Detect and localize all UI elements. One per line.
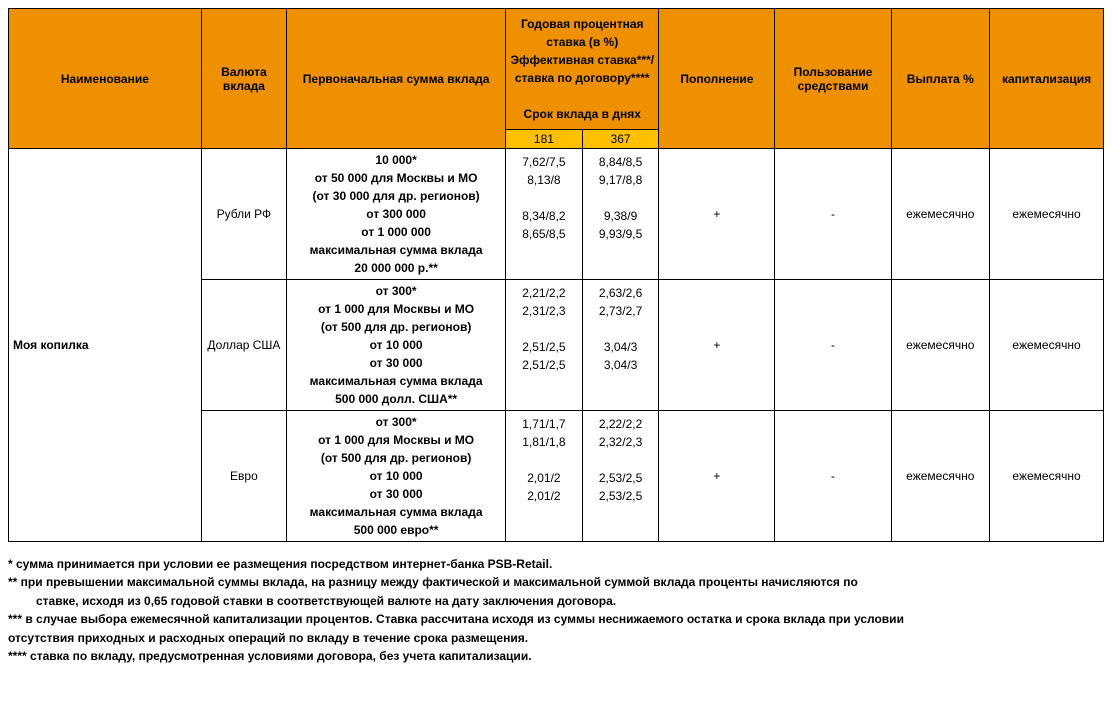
cell-cap: ежемесячно <box>990 280 1104 411</box>
cell-withdrawal: - <box>775 149 891 280</box>
footnote-3a: *** в случае выбора ежемесячной капитали… <box>8 611 1104 628</box>
cell-payout: ежемесячно <box>891 280 990 411</box>
col-currency: Валюта вклада <box>201 9 286 149</box>
footnote-1: * сумма принимается при условии ее разме… <box>8 556 1104 573</box>
product-name: Моя копилка <box>9 149 202 542</box>
cell-withdrawal: - <box>775 280 891 411</box>
cell-rate-181: 2,21/2,2 2,31/2,3 2,51/2,5 2,51/2,5 <box>506 280 583 411</box>
cell-withdrawal: - <box>775 411 891 542</box>
cell-cap: ежемесячно <box>990 149 1104 280</box>
col-topup: Пополнение <box>659 9 775 149</box>
col-withdrawal: Пользование средствами <box>775 9 891 149</box>
table-row: Моя копилка Рубли РФ 10 000* от 50 000 д… <box>9 149 1104 280</box>
cell-payout: ежемесячно <box>891 411 990 542</box>
cell-rate-367: 8,84/8,5 9,17/8,8 9,38/9 9,93/9,5 <box>582 149 659 280</box>
cell-cap: ежемесячно <box>990 411 1104 542</box>
col-payout: Выплата % <box>891 9 990 149</box>
header-row: Наименование Валюта вклада Первоначальна… <box>9 9 1104 130</box>
col-cap: капитализация <box>990 9 1104 149</box>
cell-initial: 10 000* от 50 000 для Москвы и МО (от 30… <box>287 149 506 280</box>
deposit-table: Наименование Валюта вклада Первоначальна… <box>8 8 1104 542</box>
cell-rate-181: 7,62/7,5 8,13/8 8,34/8,2 8,65/8,5 <box>506 149 583 280</box>
footnote-4: **** ставка по вкладу, предусмотренная у… <box>8 648 1104 665</box>
col-name: Наименование <box>9 9 202 149</box>
cell-topup: + <box>659 280 775 411</box>
col-rate: Годовая процентная ставка (в %) Эффектив… <box>506 9 659 130</box>
cell-topup: + <box>659 149 775 280</box>
cell-currency: Евро <box>201 411 286 542</box>
cell-payout: ежемесячно <box>891 149 990 280</box>
cell-rate-181: 1,71/1,7 1,81/1,8 2,01/2 2,01/2 <box>506 411 583 542</box>
col-initial: Первоначальная сумма вклада <box>287 9 506 149</box>
cell-topup: + <box>659 411 775 542</box>
footnotes: * сумма принимается при условии ее разме… <box>8 556 1104 665</box>
cell-initial: от 300* от 1 000 для Москвы и МО (от 500… <box>287 411 506 542</box>
footnote-3b: отсутствия приходных и расходных операци… <box>8 630 1104 647</box>
footnote-2a: ** при превышении максимальной суммы вкл… <box>8 574 1104 591</box>
subcol-181: 181 <box>506 130 583 149</box>
cell-rate-367: 2,63/2,6 2,73/2,7 3,04/3 3,04/3 <box>582 280 659 411</box>
cell-currency: Рубли РФ <box>201 149 286 280</box>
footnote-2b: ставке, исходя из 0,65 годовой ставки в … <box>8 593 1104 610</box>
cell-rate-367: 2,22/2,2 2,32/2,3 2,53/2,5 2,53/2,5 <box>582 411 659 542</box>
cell-initial: от 300* от 1 000 для Москвы и МО (от 500… <box>287 280 506 411</box>
cell-currency: Доллар США <box>201 280 286 411</box>
subcol-367: 367 <box>582 130 659 149</box>
